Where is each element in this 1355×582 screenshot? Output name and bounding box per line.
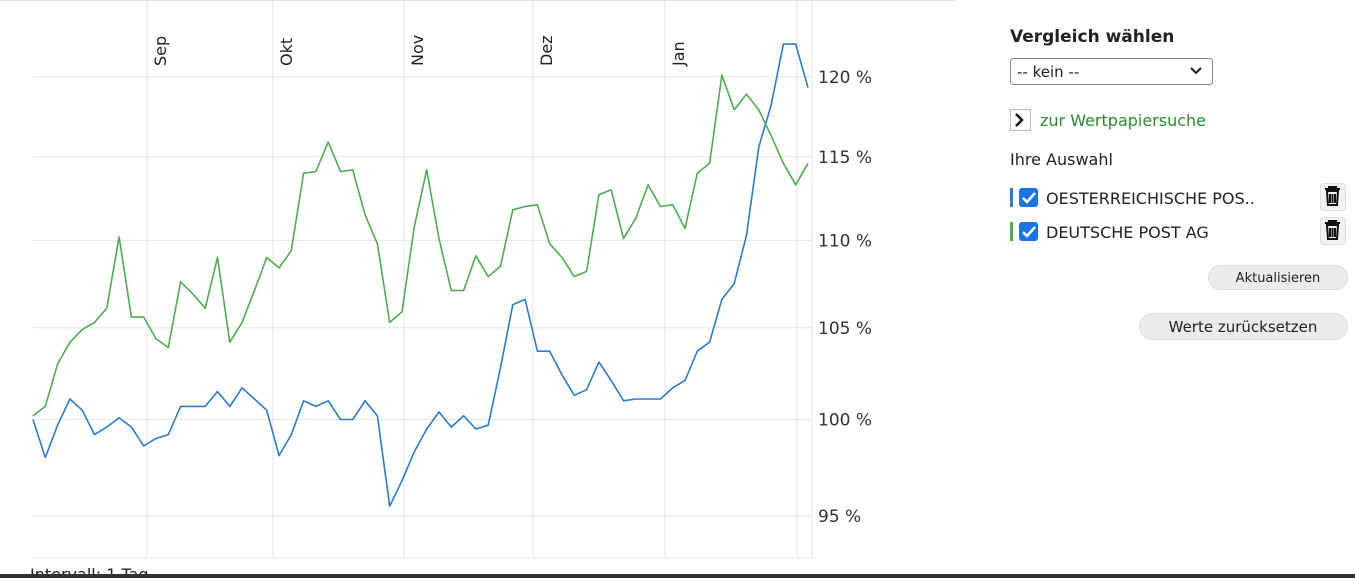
legend-color-bar (1010, 188, 1013, 207)
select-arrow (1190, 67, 1202, 75)
update-button-label: Aktualisieren (1236, 271, 1321, 286)
select-text: -- kein -- (1017, 63, 1079, 81)
bottom-bar (0, 574, 1355, 578)
y-tick-label: 95 % (818, 507, 861, 527)
month-label: Okt (277, 38, 296, 66)
series-line (32, 74, 809, 417)
reset-button[interactable] (1139, 313, 1348, 340)
trash-icon (1325, 186, 1340, 206)
check-mark (1022, 192, 1036, 204)
month-label: Jan (669, 41, 688, 67)
series-line (32, 43, 809, 507)
month-label: Dez (537, 35, 556, 66)
y-tick-label: 110 % (818, 231, 872, 251)
reset-button-label: Werte zurücksetzen (1169, 318, 1318, 336)
side-panel: Vergleich wählen -- kein -- zur Wertpapi… (1010, 27, 1348, 340)
y-tick-label: 100 % (818, 411, 872, 431)
legend-label: OESTERREICHISCHE POS.. (1046, 189, 1255, 208)
search-link[interactable]: zur Wertpapiersuche (1040, 111, 1206, 130)
check-mark (1022, 226, 1036, 238)
selection-label: Ihre Auswahl (1010, 150, 1113, 169)
y-tick-label: 105 % (818, 319, 872, 339)
link-arrow (1015, 113, 1024, 127)
compare-select[interactable] (1010, 58, 1213, 85)
update-button[interactable] (1208, 265, 1348, 290)
month-label: Nov (408, 35, 427, 66)
legend-color-bar (1010, 222, 1013, 241)
panel-heading: Vergleich wählen (1010, 27, 1174, 47)
y-tick-label: 115 % (818, 148, 872, 168)
legend-label: DEUTSCHE POST AG (1046, 223, 1209, 242)
legend-checkbox[interactable] (1019, 188, 1038, 207)
y-tick-label: 120 % (818, 68, 872, 88)
legend-checkbox[interactable] (1019, 222, 1038, 241)
trash-icon (1325, 220, 1340, 240)
month-label: Sep (151, 36, 170, 66)
